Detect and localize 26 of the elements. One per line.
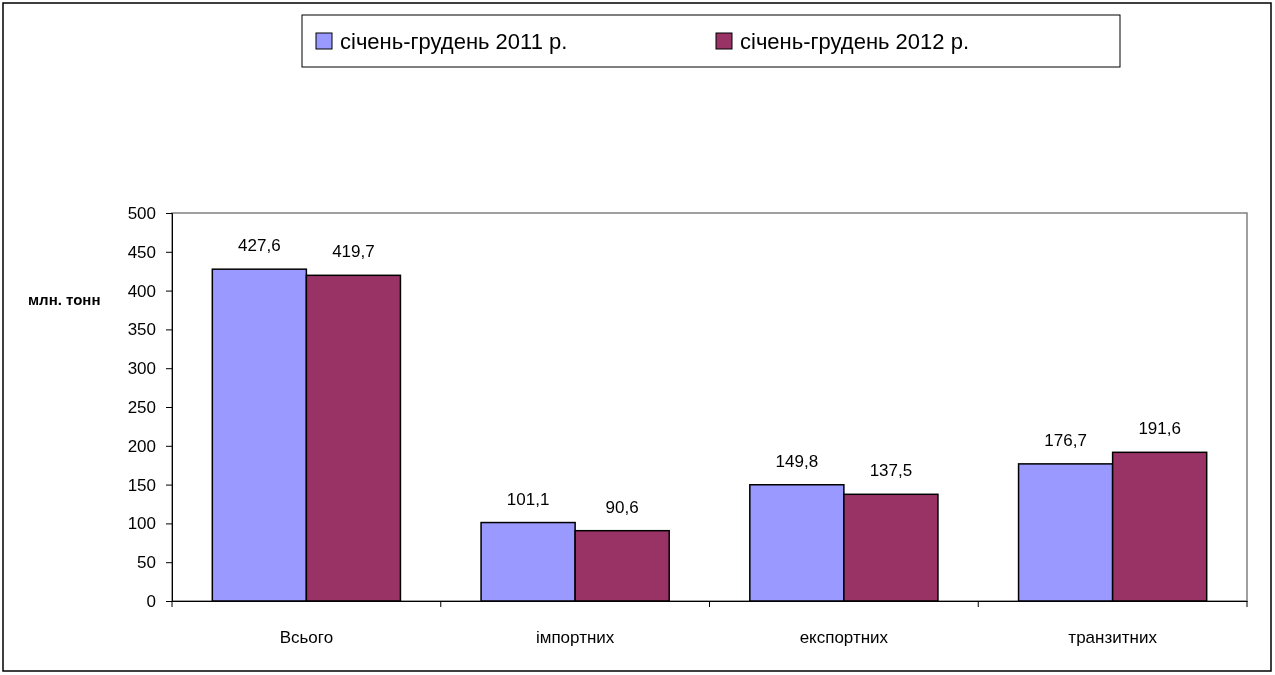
- data-label: 176,7: [1044, 430, 1087, 450]
- data-label: 90,6: [605, 497, 639, 517]
- x-tick-label: експортних: [799, 628, 889, 648]
- data-label: 191,6: [1138, 419, 1181, 439]
- data-label: 137,5: [869, 461, 913, 481]
- data-label: 101,1: [506, 489, 550, 509]
- legend-label: січень-грудень 2011 р.: [340, 29, 568, 54]
- y-tick-label: 450: [127, 242, 156, 262]
- y-tick-label: 100: [127, 514, 156, 534]
- legend-label: січень-грудень 2012 р.: [740, 29, 970, 54]
- y-tick-label: 200: [127, 436, 156, 456]
- data-label: 427,6: [238, 236, 281, 256]
- y-axis-title: млн. тонн: [28, 291, 101, 308]
- y-tick-label: 300: [127, 359, 156, 379]
- y-tick-label: 150: [127, 475, 156, 495]
- x-tick-label: імпортних: [535, 628, 615, 648]
- y-tick-label: 350: [127, 320, 156, 340]
- y-tick-label: 250: [127, 397, 156, 417]
- y-tick-label: 400: [127, 281, 156, 301]
- y-tick-label: 50: [137, 553, 156, 573]
- data-label: 149,8: [775, 451, 819, 471]
- x-tick-label: Всього: [279, 628, 334, 648]
- y-tick-label: 0: [146, 591, 156, 611]
- y-tick-label: 500: [127, 203, 156, 223]
- data-label: 419,7: [332, 242, 375, 262]
- x-tick-label: транзитних: [1068, 628, 1158, 648]
